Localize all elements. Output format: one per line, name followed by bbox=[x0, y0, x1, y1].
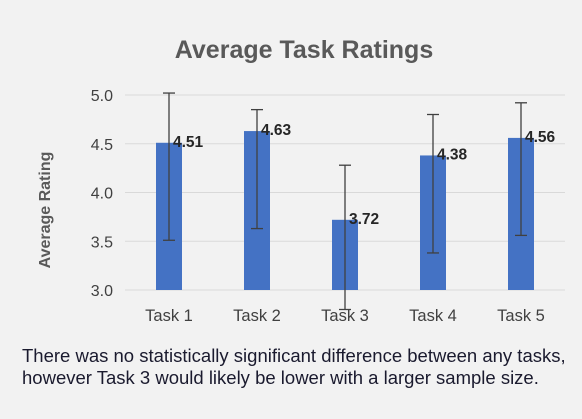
data-label: 4.63 bbox=[261, 122, 292, 139]
y-tick-label: 3.0 bbox=[91, 283, 113, 300]
y-tick-labels: 3.0 3.5 4.0 4.5 5.0 bbox=[91, 88, 113, 300]
data-label: 4.51 bbox=[173, 134, 204, 151]
chart-title: Average Task Ratings bbox=[175, 36, 433, 64]
y-tick-label: 4.0 bbox=[91, 186, 113, 203]
data-label: 4.38 bbox=[437, 146, 468, 163]
caption-text: There was no statistically significant d… bbox=[22, 345, 566, 388]
data-labels: 4.51 4.63 3.72 4.38 4.56 bbox=[173, 122, 556, 228]
data-label: 4.56 bbox=[525, 129, 556, 146]
x-tick-label: Task 3 bbox=[321, 307, 369, 325]
error-bars bbox=[163, 92, 527, 311]
x-tick-label: Task 2 bbox=[233, 307, 281, 325]
y-tick-label: 4.5 bbox=[91, 137, 113, 154]
y-axis-label: Average Rating bbox=[37, 152, 54, 269]
x-tick-labels: Task 1 Task 2 Task 3 Task 4 Task 5 bbox=[145, 307, 545, 325]
x-tick-label: Task 4 bbox=[409, 307, 457, 325]
data-label: 3.72 bbox=[349, 211, 379, 228]
bar-chart: Average Task Ratings Average Rating 3.03… bbox=[37, 36, 565, 325]
y-tick-label: 3.5 bbox=[91, 234, 113, 251]
x-tick-label: Task 5 bbox=[497, 307, 545, 325]
y-tick-label: 5.0 bbox=[91, 88, 113, 105]
x-tick-label: Task 1 bbox=[145, 307, 193, 325]
